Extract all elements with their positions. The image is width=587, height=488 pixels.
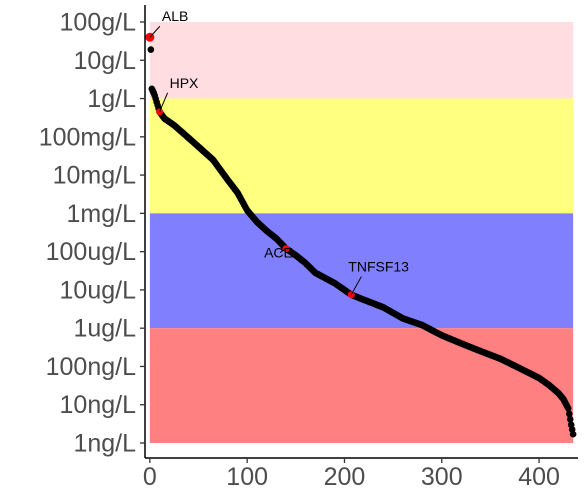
band-0 [149, 22, 574, 99]
x-tick-label: 400 [518, 463, 560, 488]
band-2 [149, 213, 574, 329]
y-tick-label: 100ug/L [46, 238, 136, 266]
y-tick-label: 10mg/L [53, 162, 136, 190]
band-1 [149, 98, 574, 214]
annotation-label: ACE [264, 245, 293, 261]
y-tick-label: 100g/L [60, 9, 137, 37]
x-tick-label: 0 [143, 463, 157, 488]
y-axis-ticks: 100g/L 10g/L 1g/L 100mg/L 10mg/L 1mg/L 100ug/L… [39, 9, 145, 458]
data-point [565, 410, 573, 418]
data-point [147, 46, 155, 53]
band-3 [149, 328, 574, 443]
annotation-line [149, 25, 161, 38]
y-tick-label: 100mg/L [39, 123, 136, 151]
y-tick-label: 1ng/L [73, 430, 136, 458]
x-axis-ticks: 0 100 200 300 400 [143, 458, 560, 488]
concentration-bands [149, 22, 574, 443]
annotation-line [350, 276, 362, 295]
annotation-line [279, 248, 287, 254]
data-point [566, 416, 574, 423]
y-tick-label: 10ng/L [60, 391, 137, 419]
y-tick-label: 1mg/L [67, 200, 137, 228]
y-tick-label: 1g/L [87, 85, 136, 113]
annotation-label: HPX [170, 75, 199, 91]
y-tick-label: 10g/L [73, 47, 136, 75]
y-tick-label: 10ug/L [60, 276, 137, 304]
data-point [150, 89, 158, 97]
y-tick-label: 1ug/L [73, 315, 136, 343]
point-annotations: ALB HPX ACE TNFSF13 [149, 8, 409, 295]
annotation-label: ALB [162, 8, 188, 24]
x-tick-label: 300 [421, 463, 463, 488]
y-tick-label: 100ng/L [46, 353, 136, 381]
x-tick-label: 100 [226, 463, 268, 488]
data-point [569, 430, 577, 438]
x-tick-label: 200 [324, 463, 366, 488]
annotation-label: TNFSF13 [348, 259, 409, 275]
annotation-line [159, 92, 169, 113]
data-point [564, 405, 572, 412]
